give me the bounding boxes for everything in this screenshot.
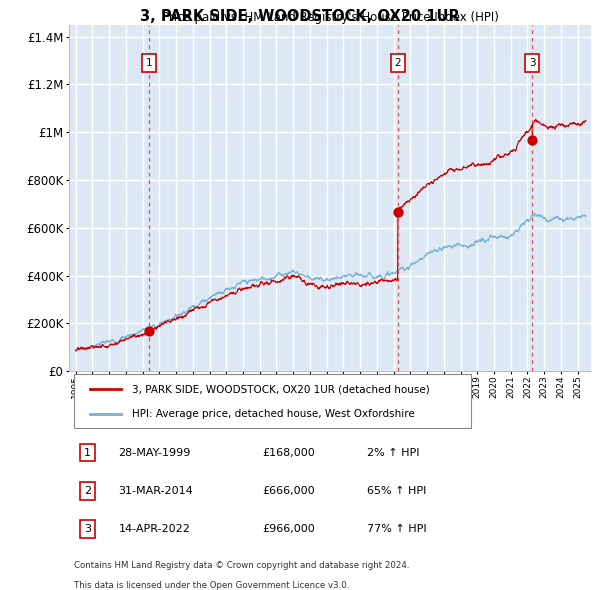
Text: 1: 1	[146, 58, 152, 68]
Text: 3, PARK SIDE, WOODSTOCK, OX20 1UR: 3, PARK SIDE, WOODSTOCK, OX20 1UR	[140, 9, 460, 24]
Text: Contains HM Land Registry data © Crown copyright and database right 2024.: Contains HM Land Registry data © Crown c…	[74, 560, 410, 570]
Text: 1: 1	[84, 448, 91, 457]
Text: 28-MAY-1999: 28-MAY-1999	[119, 448, 191, 457]
Text: £966,000: £966,000	[262, 525, 315, 534]
Point	[144, 326, 154, 336]
Point	[393, 207, 403, 217]
Text: £168,000: £168,000	[262, 448, 315, 457]
Text: 3: 3	[529, 58, 535, 68]
Text: 65% ↑ HPI: 65% ↑ HPI	[367, 486, 426, 496]
Text: 3: 3	[84, 525, 91, 534]
FancyBboxPatch shape	[74, 374, 471, 428]
Text: 14-APR-2022: 14-APR-2022	[119, 525, 190, 534]
Text: £666,000: £666,000	[262, 486, 315, 496]
Title: Price paid vs. HM Land Registry's House Price Index (HPI): Price paid vs. HM Land Registry's House …	[161, 11, 499, 24]
Text: 2: 2	[394, 58, 401, 68]
Text: 31-MAR-2014: 31-MAR-2014	[119, 486, 193, 496]
Text: 77% ↑ HPI: 77% ↑ HPI	[367, 525, 426, 534]
Text: 2: 2	[84, 486, 91, 496]
Text: HPI: Average price, detached house, West Oxfordshire: HPI: Average price, detached house, West…	[131, 409, 415, 419]
Text: This data is licensed under the Open Government Licence v3.0.: This data is licensed under the Open Gov…	[74, 581, 350, 590]
Point	[527, 136, 537, 145]
Text: 2% ↑ HPI: 2% ↑ HPI	[367, 448, 419, 457]
Text: 3, PARK SIDE, WOODSTOCK, OX20 1UR (detached house): 3, PARK SIDE, WOODSTOCK, OX20 1UR (detac…	[131, 384, 430, 394]
